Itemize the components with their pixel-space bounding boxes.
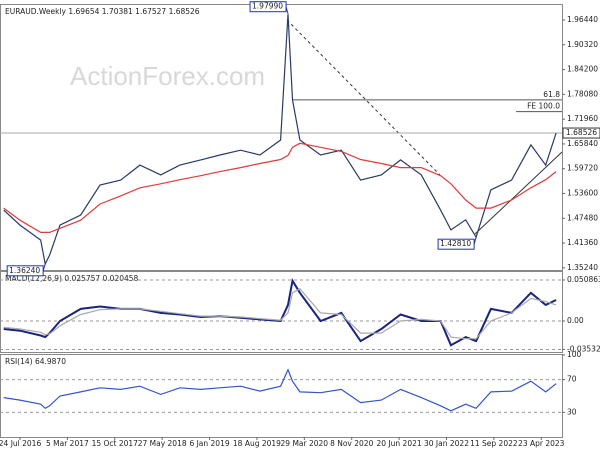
y-tick-label: 1.47480 bbox=[567, 213, 598, 222]
x-tick-label: 11 Sep 2022 bbox=[470, 439, 518, 448]
series-line bbox=[3, 14, 557, 266]
price-label: 1.97990 bbox=[252, 2, 283, 11]
y-tick-label: 1.65840 bbox=[567, 139, 598, 148]
y-tick-label: 100 bbox=[567, 350, 582, 359]
y-tick-label: 0.050863 bbox=[567, 275, 600, 284]
y-tick-label: 1.84200 bbox=[567, 65, 598, 74]
y-tick-label: 1.96440 bbox=[567, 15, 598, 24]
series-line bbox=[3, 142, 557, 233]
x-tick-label: 20 Jun 2021 bbox=[377, 439, 422, 448]
level-label: FE 100.0 bbox=[527, 102, 560, 111]
y-tick-label: 1.41360 bbox=[567, 238, 598, 247]
y-tick-label: 1.53600 bbox=[567, 188, 598, 197]
y-tick-label: 1.35240 bbox=[567, 263, 598, 272]
watermark: ActionForex.com bbox=[70, 61, 265, 91]
x-tick-label: 8 Nov 2020 bbox=[330, 439, 373, 448]
price-label-tick bbox=[42, 263, 46, 271]
x-tick-label: 5 Mar 2017 bbox=[46, 439, 89, 448]
macd-title: MACD(12,26,9) 0.025757 0.020458 bbox=[5, 274, 139, 283]
x-tick-label: 24 Jul 2016 bbox=[0, 439, 41, 448]
y-tick-label: 1.78080 bbox=[567, 89, 598, 98]
series-line bbox=[3, 368, 557, 412]
y-tick-label: 70 bbox=[567, 375, 577, 384]
price-label: 1.42810 bbox=[440, 239, 471, 248]
last-price-box bbox=[562, 127, 600, 139]
price-label: 1.36240 bbox=[9, 266, 40, 275]
x-tick-label: 18 Aug 2019 bbox=[233, 439, 281, 448]
rsi-frame bbox=[0, 354, 563, 438]
x-tick-label: 27 May 2018 bbox=[138, 439, 187, 448]
y-tick-label: 1.90320 bbox=[567, 40, 598, 49]
last-price-label: 1.68526 bbox=[566, 128, 597, 137]
trend-line bbox=[474, 151, 563, 235]
x-tick-label: 6 Jan 2019 bbox=[189, 439, 229, 448]
chart-title: EURAUD.Weekly 1.69654 1.70381 1.67527 1.… bbox=[5, 7, 200, 16]
series-line bbox=[3, 288, 557, 340]
x-tick-label: 23 Apr 2023 bbox=[518, 439, 565, 448]
macd-frame bbox=[0, 271, 563, 353]
rsi-title: RSI(14) 64.9870 bbox=[5, 357, 66, 366]
price-label-tick bbox=[285, 6, 289, 14]
x-tick-label: 30 Jan 2022 bbox=[424, 439, 469, 448]
y-tick-label: -0.035322 bbox=[567, 344, 600, 353]
y-tick-label: 30 bbox=[567, 407, 577, 416]
y-tick-label: 0.00 bbox=[567, 316, 584, 325]
x-tick-label: 29 Mar 2020 bbox=[281, 439, 329, 448]
price-label-tick bbox=[473, 237, 477, 245]
y-tick-label: 1.71960 bbox=[567, 114, 598, 123]
x-tick-label: 15 Oct 2017 bbox=[92, 439, 139, 448]
y-tick-label: 1.59720 bbox=[567, 164, 598, 173]
trend-line bbox=[286, 19, 441, 176]
level-label: 61.8 bbox=[543, 90, 560, 99]
